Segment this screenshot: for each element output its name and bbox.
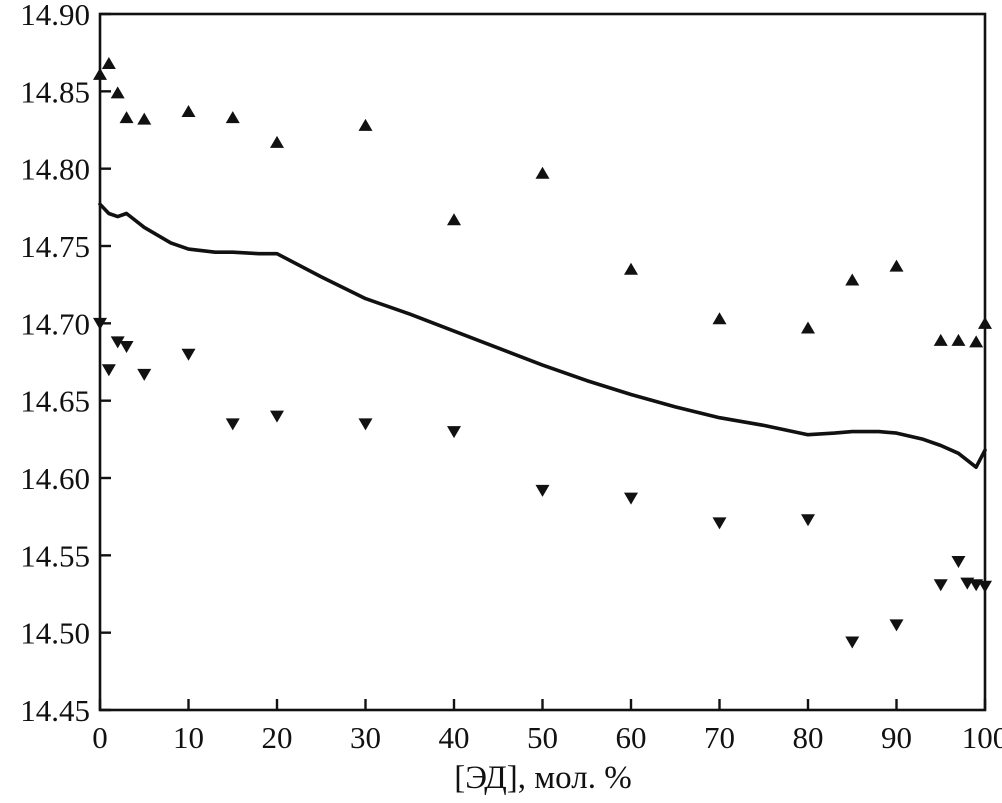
x-tick-label: 30 xyxy=(350,720,381,755)
triangle-down-marker xyxy=(845,636,860,649)
triangle-down-marker xyxy=(978,580,992,593)
y-tick-label: 14.75 xyxy=(20,229,90,264)
x-tick-label: 60 xyxy=(616,720,647,755)
triangle-up-marker xyxy=(447,213,461,226)
y-tick-label: 14.65 xyxy=(20,384,90,419)
triangle-up-marker xyxy=(137,112,152,125)
y-tick-label: 14.45 xyxy=(20,693,90,728)
triangle-down-marker xyxy=(110,336,125,349)
y-tick-label: 14.80 xyxy=(20,152,90,187)
triangle-up-marker xyxy=(624,262,638,275)
triangle-up-marker xyxy=(225,111,240,124)
trend-line-path xyxy=(98,202,987,469)
y-tick-label: 14.85 xyxy=(20,74,90,109)
y-tick-label: 14.60 xyxy=(20,461,90,496)
triangle-up-marker xyxy=(110,86,125,99)
triangle-up-marker xyxy=(712,312,727,325)
triangle-up-marker xyxy=(270,135,284,148)
triangle-down-marker xyxy=(101,364,116,377)
triangle-up-marker xyxy=(93,67,107,80)
triangle-down-marker xyxy=(535,484,550,497)
triangle-down-marker xyxy=(270,410,284,423)
triangle-down-marker xyxy=(712,517,727,530)
x-tick-label: 40 xyxy=(439,720,470,755)
triangle-down-marker xyxy=(889,619,904,632)
triangle-up-marker xyxy=(889,259,904,272)
triangle-down-marker xyxy=(624,492,638,505)
triangle-up-marker xyxy=(845,273,860,286)
triangle-down-marker xyxy=(119,341,134,354)
x-tick-label: 20 xyxy=(262,720,293,755)
triangle-up-marker xyxy=(358,118,373,131)
x-tick-label: 50 xyxy=(527,720,558,755)
y-tick-label: 14.90 xyxy=(20,0,90,32)
triangle-down-marker xyxy=(181,348,196,361)
x-tick-label: 90 xyxy=(881,720,912,755)
x-tick-label: 0 xyxy=(92,720,108,755)
x-tick-label: 70 xyxy=(704,720,735,755)
chart-plot-group: 0 10 20 30 40 50 60 70 80 90 100 14.45 14.50 14.55 14.… xyxy=(20,0,1002,755)
triangle-up-marker xyxy=(119,111,134,124)
y-tick-label: 14.55 xyxy=(20,538,90,573)
x-tick-label: 80 xyxy=(793,720,824,755)
x-axis-label: [ЭД], мол. % xyxy=(454,760,631,796)
triangle-down-marker xyxy=(358,418,373,431)
triangle-down-marker xyxy=(801,514,815,527)
triangle-up-marker xyxy=(933,333,948,346)
triangle-up-marker xyxy=(101,56,116,69)
triangle-up-marker xyxy=(181,104,196,117)
y-tick-label: 14.70 xyxy=(20,306,90,341)
triangle-down-marker xyxy=(447,426,461,439)
triangle-down-marker xyxy=(225,418,240,431)
y-tick-label: 14.50 xyxy=(20,616,90,651)
triangle-up-marker xyxy=(978,316,992,329)
triangle-down-marker xyxy=(93,317,107,330)
triangle-up-marker xyxy=(969,335,984,348)
triangle-down-marker xyxy=(933,579,948,592)
triangle-down-marker xyxy=(137,368,152,381)
x-tick-label: 100 xyxy=(962,720,1002,755)
x-tick-label: 10 xyxy=(173,720,204,755)
triangle-up-marker xyxy=(951,333,966,346)
triangle-down-marker xyxy=(951,556,966,569)
triangle-up-marker xyxy=(535,166,550,179)
triangle-up-marker xyxy=(801,321,815,334)
